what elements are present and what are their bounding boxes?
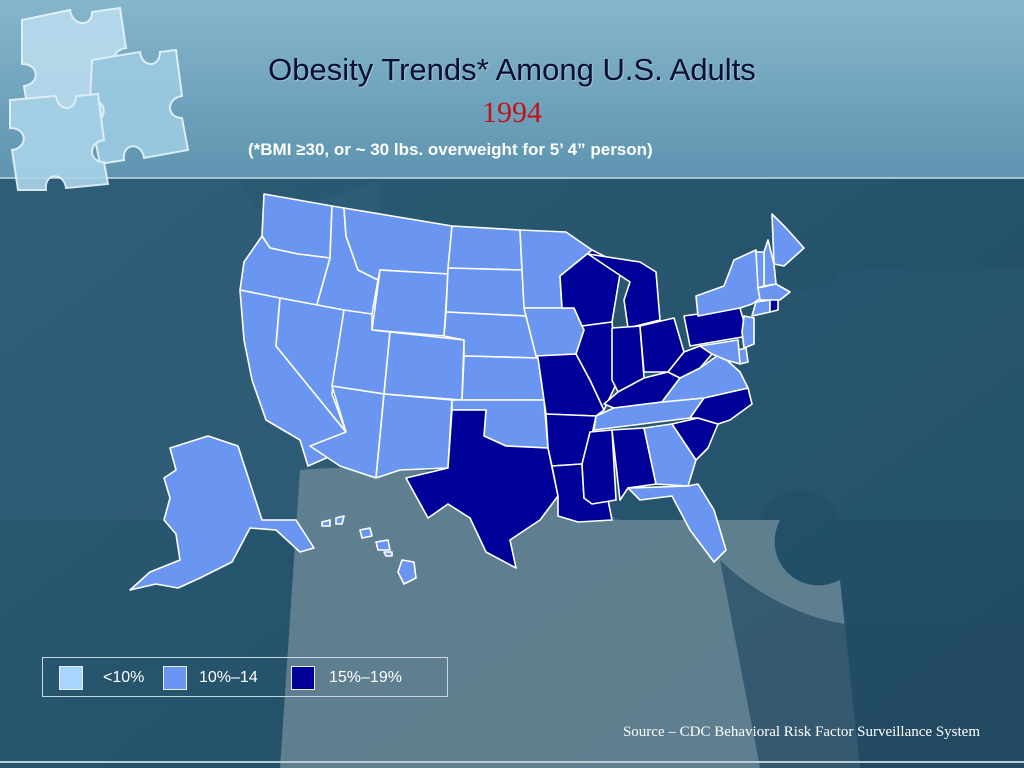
state-wyoming xyxy=(371,269,449,337)
state-hawaii-island xyxy=(375,539,391,551)
state-nevada xyxy=(275,297,347,433)
legend-label-15to19: 15%–19% xyxy=(329,669,402,686)
source-citation: Source – CDC Behavioral Risk Factor Surv… xyxy=(622,724,980,740)
state-hawaii xyxy=(321,515,417,585)
legend-swatch-10to14 xyxy=(163,666,187,690)
state-south-carolina xyxy=(671,417,719,461)
legend-swatch-15to19 xyxy=(291,666,315,690)
state-georgia xyxy=(643,423,697,487)
state-new-mexico xyxy=(375,393,453,479)
state-kansas xyxy=(461,355,545,401)
state-maine xyxy=(771,213,805,267)
state-massachusetts xyxy=(757,283,791,301)
state-south-dakota xyxy=(445,267,527,317)
state-hawaii-island xyxy=(321,519,331,527)
state-texas xyxy=(405,409,559,569)
legend-label-lt10: <10% xyxy=(103,669,145,686)
year-label: 1994 xyxy=(482,96,542,129)
state-montana xyxy=(343,207,453,281)
legend: <10% 10%–14 15%–19% xyxy=(42,657,448,697)
bmi-footnote: (*BMI ≥30, or ~ 30 lbs. overweight for 5… xyxy=(248,140,653,159)
state-hawaii-island xyxy=(359,527,373,539)
state-new-york xyxy=(695,249,765,317)
state-alaska xyxy=(129,435,315,591)
legend-label-10to14: 10%–14 xyxy=(199,669,258,686)
state-alabama xyxy=(611,427,657,501)
state-vermont xyxy=(755,251,765,289)
puzzle-logo-icon xyxy=(9,6,190,191)
state-hawaii-island xyxy=(397,559,417,585)
state-hawaii-island xyxy=(383,551,393,557)
state-hawaii-island xyxy=(335,515,345,525)
state-michigan xyxy=(587,253,661,329)
legend-swatch-lt10 xyxy=(59,666,83,690)
slide-title: Obesity Trends* Among U.S. Adults xyxy=(268,52,756,87)
state-maryland xyxy=(699,339,741,365)
state-florida xyxy=(627,483,727,563)
state-new-jersey xyxy=(741,315,755,349)
state-rhode-island xyxy=(769,299,779,313)
state-mississippi xyxy=(581,429,617,505)
state-colorado xyxy=(383,331,465,401)
state-north-dakota xyxy=(447,225,523,271)
